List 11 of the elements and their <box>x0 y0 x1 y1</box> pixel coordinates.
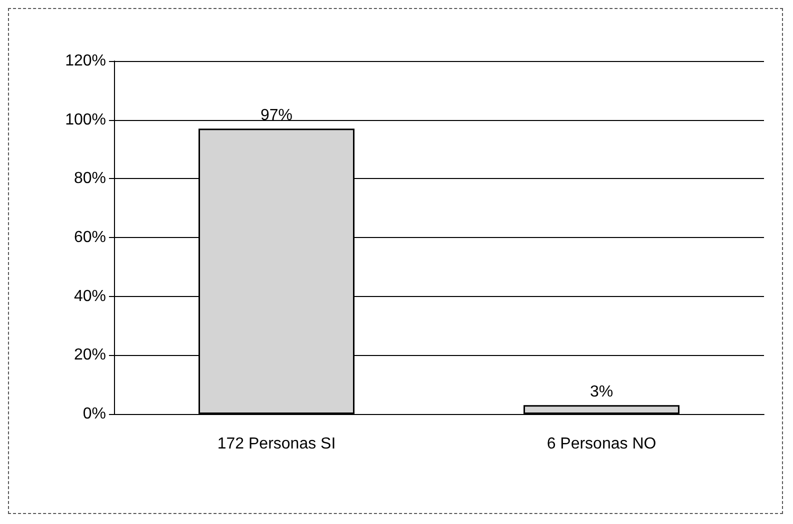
data-label: 97% <box>260 107 293 124</box>
x-tick-label: 172 Personas SI <box>217 436 336 452</box>
y-tick-label: 120% <box>65 52 106 70</box>
y-tick-label: 40% <box>74 288 106 305</box>
x-tick-label: 6 Personas NO <box>546 436 656 452</box>
data-label: 3% <box>590 384 614 401</box>
y-tick-label: 80% <box>74 170 106 188</box>
y-tick-label: 0% <box>82 406 106 422</box>
y-tick-label: 100% <box>65 111 106 128</box>
y-tick-label: 60% <box>74 229 106 246</box>
y-tick-label: 20% <box>74 346 106 364</box>
